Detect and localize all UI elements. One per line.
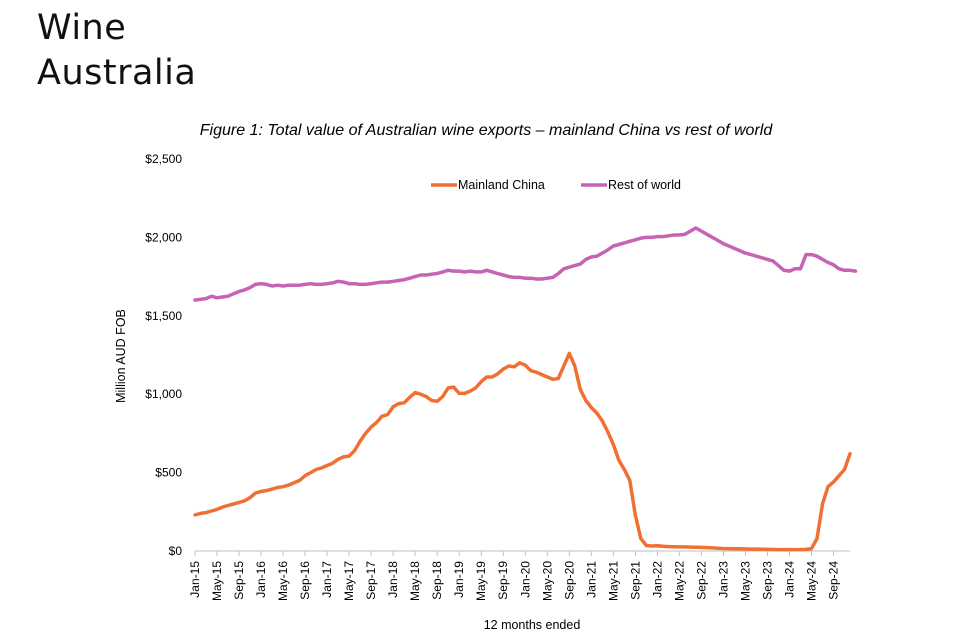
x-tick-label: Sep-16 [298,561,312,600]
x-tick-label: Jan-22 [650,561,664,598]
y-tick-label: $2,000 [145,230,182,244]
x-tick-label: Jan-16 [254,561,268,598]
x-tick-label: May-21 [606,561,620,601]
wine-australia-logo: Wine Australia [37,6,196,96]
x-tick-label: Sep-18 [430,561,444,600]
y-axis: $0 $500 $1,000 $1,500 $2,000 $2,500 [145,152,182,558]
y-tick-label: $500 [155,466,182,480]
series-line-mainland-china [193,351,852,552]
x-tick-label: Jan-21 [584,561,598,598]
x-tick-label: Jan-17 [320,561,334,598]
series-layer [193,226,858,552]
y-tick-label: $0 [169,544,183,558]
x-tick-label: Sep-15 [232,561,246,600]
legend: Mainland China Rest of world [431,178,681,192]
x-tick-label: Sep-24 [826,561,840,600]
x-tick-label: Sep-19 [496,561,510,600]
x-tick-label: May-20 [540,561,554,601]
legend-label-mainland-china: Mainland China [458,178,545,192]
y-axis-label: Million AUD FOB [114,309,128,403]
x-tick-label: Jan-24 [782,561,796,598]
x-tick-label: Jan-19 [452,561,466,598]
y-tick-label: $1,000 [145,387,182,401]
x-tick-label: Sep-21 [628,561,642,600]
chart-title: Figure 1: Total value of Australian wine… [200,122,774,139]
x-tick-label: May-17 [342,561,356,601]
x-axis-label: 12 months ended [484,618,581,632]
x-tick-label: May-22 [672,561,686,601]
x-tick-label: May-19 [474,561,488,601]
series-line-rest-of-world [193,226,858,302]
x-tick-label: Sep-22 [694,561,708,600]
x-tick-label: Sep-20 [562,561,576,600]
y-tick-label: $2,500 [145,152,182,166]
x-axis: Jan-15 May-15 Sep-15 Jan-16 May-16 Sep-16 Jan-… [188,550,850,601]
x-tick-label: Jan-23 [716,561,730,598]
x-tick-label: Jan-15 [188,561,202,598]
x-tick-label: May-23 [738,561,752,601]
x-tick-label: May-16 [276,561,290,601]
logo-line-2: Australia [37,53,197,93]
y-tick-label: $1,500 [145,309,182,323]
x-tick-label: Jan-18 [386,561,400,598]
x-tick-label: May-18 [408,561,422,601]
x-tick-label: Jan-20 [518,561,532,598]
x-tick-label: Sep-17 [364,561,378,600]
x-tick-label: May-15 [210,561,224,601]
legend-label-rest-of-world: Rest of world [608,178,681,192]
logo-line-1: Wine [37,8,127,48]
x-tick-label: May-24 [804,561,818,601]
x-tick-label: Sep-23 [760,561,774,600]
